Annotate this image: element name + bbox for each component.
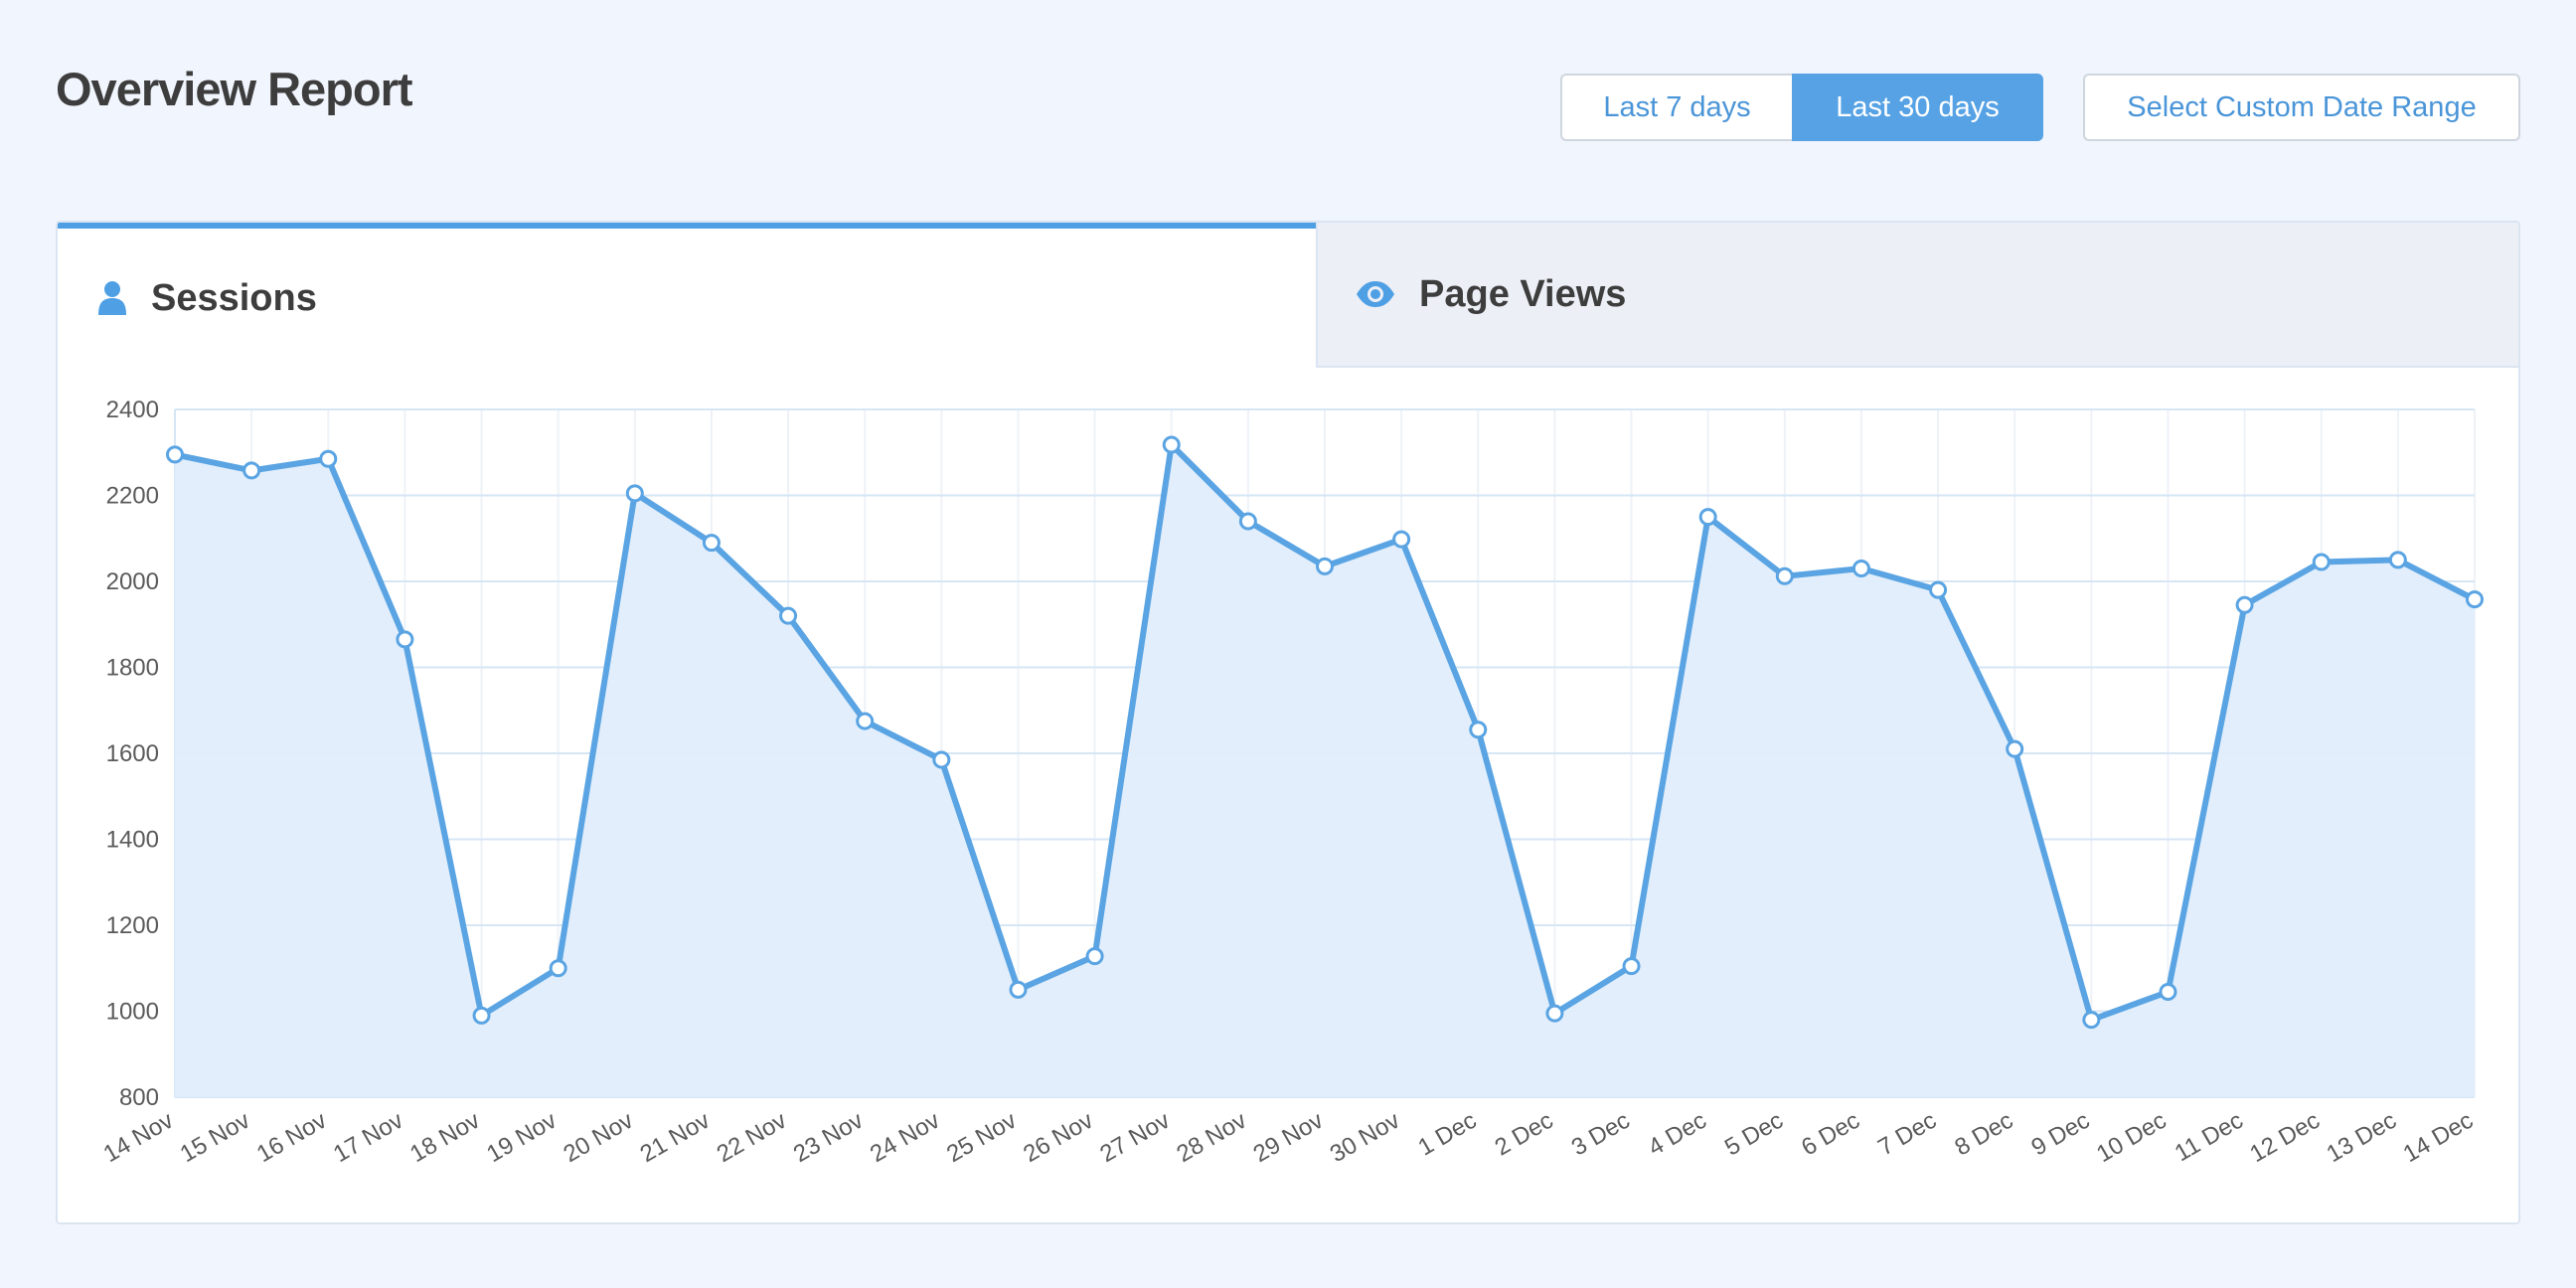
x-tick-label: 16 Nov [252, 1107, 331, 1168]
data-point [1929, 580, 1948, 599]
data-point [2082, 1011, 2101, 1030]
data-point [1698, 508, 1717, 527]
user-icon [97, 280, 127, 316]
y-tick-label: 1200 [106, 912, 159, 939]
data-point [856, 712, 875, 730]
data-point [1392, 530, 1411, 549]
x-tick-label: 28 Nov [1173, 1107, 1251, 1168]
x-tick-label: 20 Nov [559, 1107, 637, 1168]
data-point [1162, 435, 1181, 454]
tab-page-views[interactable]: Page Views [1316, 223, 2518, 368]
x-tick-label: 4 Dec [1644, 1107, 1711, 1162]
tab-sessions-label: Sessions [151, 276, 317, 319]
x-tick-label: 27 Nov [1095, 1107, 1174, 1168]
data-point [779, 606, 798, 625]
data-point [1622, 957, 1641, 976]
x-tick-label: 25 Nov [942, 1107, 1021, 1168]
x-tick-label: 14 Nov [99, 1107, 178, 1168]
y-tick-label: 1600 [106, 740, 159, 767]
sessions-area [175, 444, 2475, 1098]
x-tick-label: 3 Dec [1567, 1107, 1635, 1162]
report-card: Sessions Page Views 800 1000 1200 1400 1600 1… [56, 221, 2520, 1224]
x-tick-label: 11 Dec [2171, 1107, 2248, 1168]
data-point [2312, 553, 2331, 571]
x-tick-label: 9 Dec [2027, 1107, 2095, 1162]
data-point [396, 630, 414, 649]
data-point [1009, 980, 1028, 999]
page-title: Overview Report [56, 63, 413, 115]
data-point [2006, 739, 2024, 758]
eye-icon [1356, 280, 1395, 308]
data-point [702, 534, 721, 553]
data-point [932, 750, 951, 769]
x-tick-label: 18 Nov [405, 1107, 484, 1168]
x-tick-label: 15 Nov [176, 1107, 254, 1168]
data-point [166, 445, 184, 464]
tab-page-views-label: Page Views [1419, 272, 1627, 315]
data-point [549, 959, 567, 978]
data-point [1775, 566, 1794, 585]
data-point [1545, 1004, 1564, 1023]
x-tick-label: 2 Dec [1491, 1107, 1558, 1162]
data-point [1469, 721, 1488, 739]
x-tick-label: 24 Nov [866, 1107, 944, 1168]
data-point [2159, 983, 2177, 1002]
custom-date-range-button[interactable]: Select Custom Date Range [2083, 74, 2520, 141]
x-tick-label: 14 Dec [2399, 1107, 2478, 1168]
data-point [319, 449, 338, 468]
data-point [472, 1006, 491, 1025]
data-point [242, 461, 261, 480]
data-point [1316, 557, 1334, 575]
x-tick-label: 23 Nov [789, 1107, 868, 1168]
y-tick-label: 2200 [106, 483, 159, 510]
x-tick-label: 12 Dec [2245, 1107, 2324, 1168]
data-point [1238, 512, 1257, 531]
last-7-days-button[interactable]: Last 7 days [1560, 74, 1792, 141]
tab-sessions[interactable]: Sessions [58, 223, 1316, 368]
data-point [1852, 560, 1870, 578]
y-tick-label: 1800 [106, 655, 159, 682]
x-tick-label: 5 Dec [1720, 1107, 1788, 1162]
date-range-toggle: Last 7 days Last 30 days [1560, 74, 2043, 141]
y-tick-label: 800 [119, 1084, 159, 1111]
x-tick-label: 17 Nov [329, 1107, 407, 1168]
x-tick-label: 1 Dec [1413, 1107, 1481, 1162]
y-tick-label: 2000 [106, 568, 159, 595]
x-tick-label: 19 Nov [482, 1107, 561, 1168]
y-tick-label: 2400 [106, 397, 159, 423]
data-point [2235, 595, 2254, 614]
y-tick-label: 1400 [106, 827, 159, 854]
sessions-chart: 800 1000 1200 1400 1600 1800 2000 2200 2400 14 No… [99, 397, 2484, 1168]
x-tick-label: 7 Dec [1873, 1107, 1941, 1162]
x-tick-label: 8 Dec [1950, 1107, 2017, 1162]
last-30-days-button[interactable]: Last 30 days [1792, 74, 2043, 141]
data-point [1085, 947, 1104, 966]
x-tick-label: 26 Nov [1019, 1107, 1097, 1168]
x-tick-label: 13 Dec [2323, 1107, 2401, 1168]
data-point [625, 484, 644, 503]
x-tick-label: 10 Dec [2092, 1107, 2171, 1168]
data-point [2388, 551, 2407, 569]
x-tick-label: 22 Nov [713, 1107, 791, 1168]
y-tick-label: 1000 [106, 999, 159, 1026]
x-tick-label: 30 Nov [1326, 1107, 1404, 1168]
x-tick-label: 6 Dec [1797, 1107, 1864, 1162]
x-tick-label: 29 Nov [1249, 1107, 1328, 1168]
x-tick-label: 21 Nov [636, 1107, 715, 1168]
data-point [2466, 590, 2484, 609]
